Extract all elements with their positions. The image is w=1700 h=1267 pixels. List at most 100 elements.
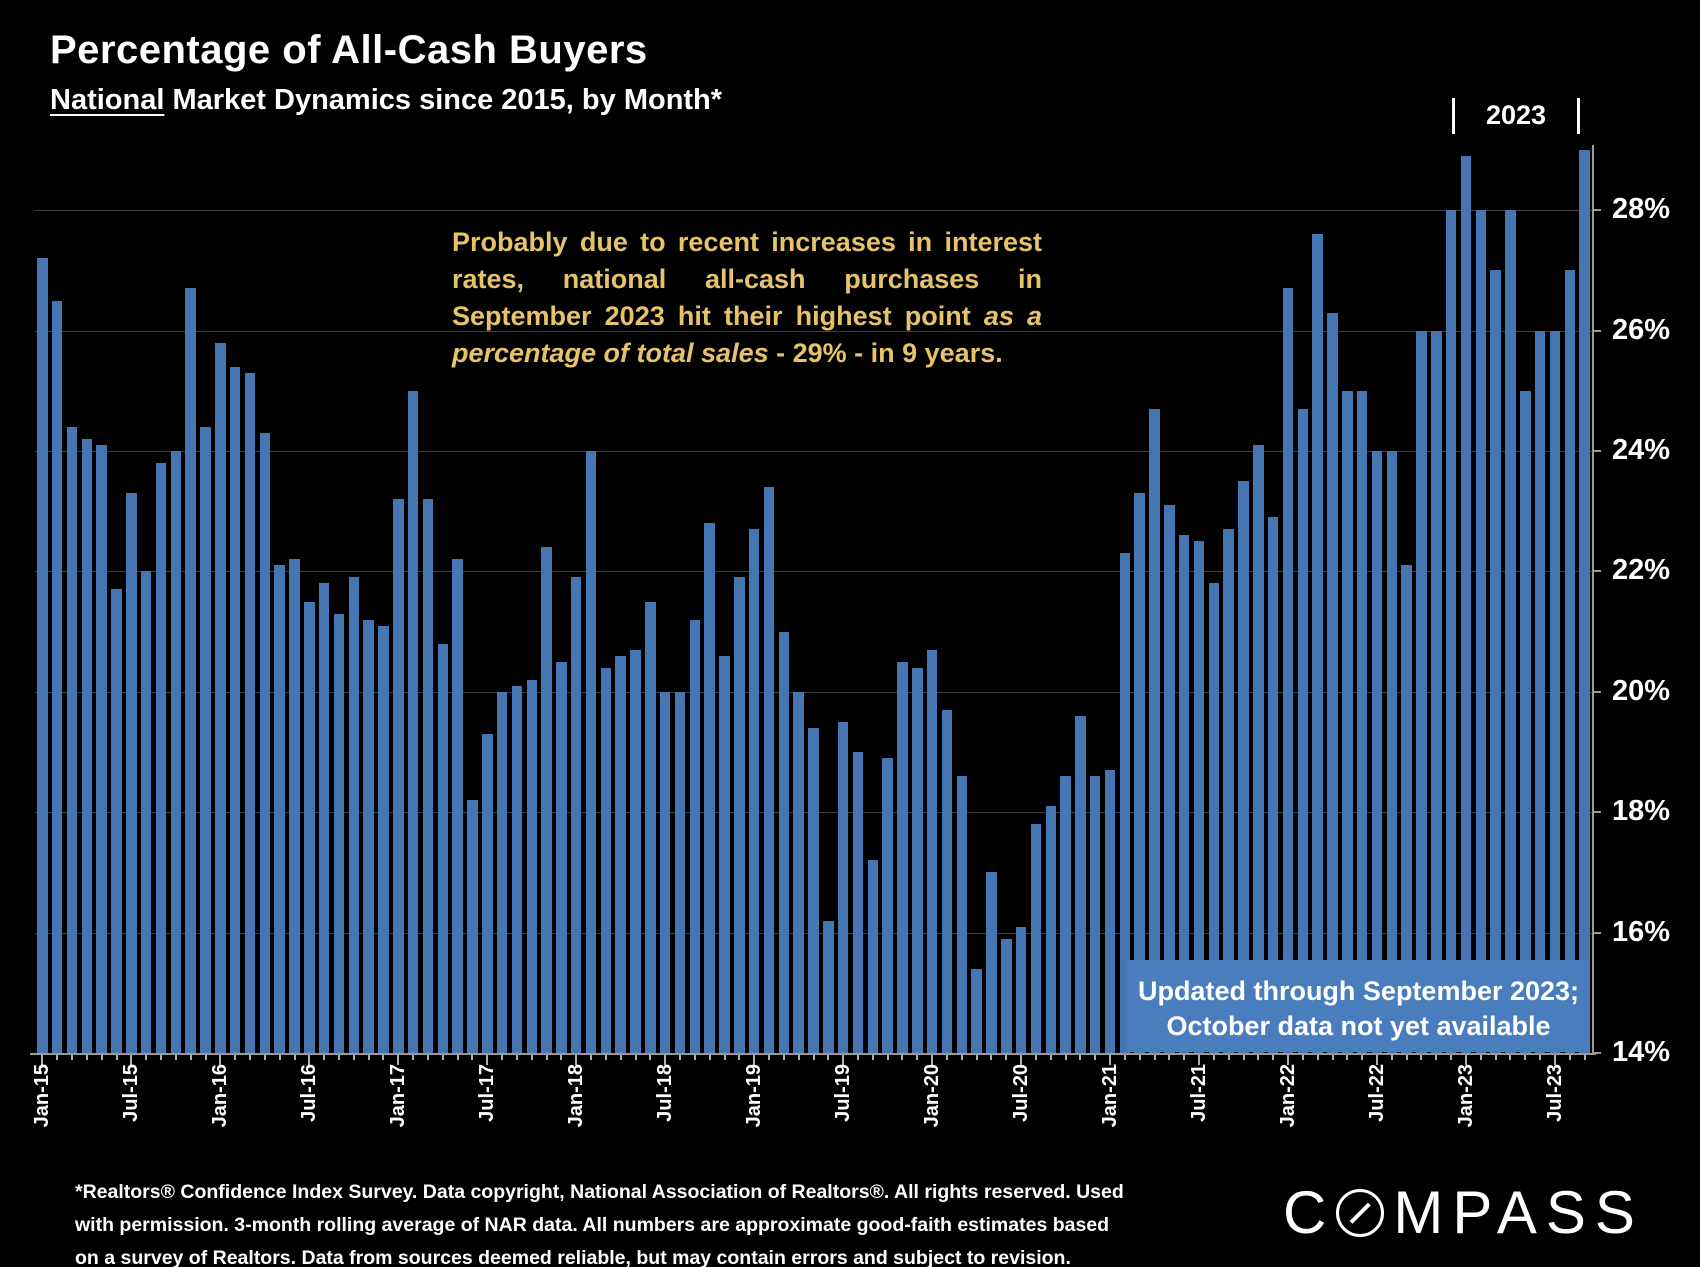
gridline-20% [35, 691, 1592, 693]
x-axis-minor-tick [204, 1055, 207, 1060]
x-axis-minor-tick [160, 1055, 163, 1060]
x-axis-minor-tick [1568, 1055, 1571, 1060]
x-axis-label-Jan-22: Jan-22 [1277, 1064, 1299, 1128]
y-axis-label: 24% [1612, 434, 1671, 466]
bar-Aug-15 [140, 571, 152, 1053]
x-axis-minor-tick [293, 1055, 296, 1060]
bar-Jun-23 [1534, 330, 1546, 1053]
callout-box: Updated through September 2023; October … [1127, 960, 1590, 1052]
bar-Feb-18 [585, 451, 597, 1053]
x-axis-minor-tick [812, 1055, 815, 1060]
x-axis-label-Jul-19: Jul-19 [832, 1064, 855, 1122]
x-axis-minor-tick [1049, 1055, 1052, 1060]
footnote-line: on a survey of Realtors. Data from sourc… [75, 1247, 1071, 1267]
x-axis-minor-tick [85, 1055, 88, 1060]
bar-Feb-15 [51, 300, 63, 1053]
bar-Nov-15 [185, 288, 196, 1053]
x-axis-minor-tick [1420, 1055, 1423, 1060]
bar-Jul-21 [1193, 541, 1205, 1053]
y-axis-label: 18% [1612, 795, 1671, 828]
page-title: Percentage of All-Cash Buyers [50, 28, 648, 72]
bar-Mar-23 [1490, 270, 1501, 1053]
x-axis-minor-tick [856, 1055, 859, 1060]
x-axis-minor-tick [1524, 1055, 1527, 1060]
bar-Nov-16 [363, 619, 374, 1053]
x-axis-major-tick [486, 1055, 489, 1065]
bar-Jul-22 [1371, 451, 1383, 1053]
x-axis-minor-tick [249, 1055, 251, 1060]
bar-Dec-18 [734, 577, 745, 1053]
page-subtitle: National Market Dynamics since 2015, by … [50, 84, 722, 117]
bar-Sep-16 [333, 613, 345, 1053]
x-axis-minor-tick [1227, 1055, 1230, 1060]
x-axis-minor-tick [426, 1055, 429, 1060]
bar-Sep-22 [1401, 565, 1412, 1053]
bar-Jul-17 [482, 733, 493, 1053]
bar-Oct-22 [1416, 330, 1427, 1053]
x-axis-major-tick [1109, 1055, 1112, 1065]
bar-May-19 [808, 727, 819, 1053]
x-axis-minor-tick [1123, 1055, 1126, 1060]
bar-Nov-18 [719, 655, 730, 1053]
bar-Mar-19 [778, 631, 790, 1053]
gridline-26% [35, 330, 1592, 332]
bar-Feb-19 [763, 487, 775, 1053]
x-axis-minor-tick [1494, 1055, 1497, 1060]
compass-needle-o-icon [1336, 1188, 1385, 1237]
bar-Sep-15 [155, 463, 167, 1053]
bar-May-16 [274, 565, 285, 1053]
bar-Nov-21 [1253, 444, 1264, 1053]
x-axis-minor-tick [278, 1055, 281, 1060]
x-axis-label-Jul-20: Jul-20 [1010, 1064, 1033, 1122]
x-axis-minor-tick [1346, 1055, 1349, 1060]
bar-Oct-21 [1238, 481, 1249, 1053]
y-axis-tick [1592, 329, 1601, 332]
bar-Aug-19 [852, 752, 864, 1053]
x-axis-major-tick [1464, 1055, 1467, 1065]
bar-Aug-22 [1386, 451, 1398, 1053]
bar-Oct-18 [704, 523, 715, 1053]
y-axis-label: 28% [1612, 193, 1671, 226]
bar-Aug-21 [1208, 583, 1220, 1053]
x-axis-minor-tick [1212, 1055, 1215, 1060]
bar-Jul-16 [304, 601, 315, 1053]
x-axis-minor-tick [337, 1055, 340, 1060]
bar-Jul-20 [1015, 926, 1027, 1053]
x-axis-minor-tick [441, 1055, 444, 1060]
x-axis-minor-tick [1509, 1055, 1512, 1060]
x-axis-minor-tick [263, 1055, 266, 1060]
x-axis-minor-tick [382, 1055, 385, 1060]
x-axis-minor-tick [1435, 1055, 1438, 1060]
bar-Oct-20 [1060, 776, 1071, 1053]
bar-Feb-21 [1119, 553, 1131, 1053]
bar-Aug-18 [674, 691, 686, 1053]
x-axis-minor-tick [1583, 1055, 1586, 1060]
x-axis-minor-tick [1361, 1055, 1364, 1060]
bar-Mar-21 [1134, 493, 1145, 1053]
x-axis-label-Jan-18: Jan-18 [565, 1064, 588, 1128]
x-axis-label-Jan-19: Jan-19 [743, 1064, 766, 1128]
x-axis-minor-tick [1316, 1055, 1319, 1060]
y-axis-line [1592, 145, 1594, 1053]
bar-Apr-15 [81, 438, 93, 1053]
bar-Mar-18 [600, 667, 612, 1053]
bar-Dec-21 [1267, 517, 1279, 1053]
annotation-tail-text: - 29% - in 9 years. [768, 338, 1003, 368]
bar-Apr-17 [437, 643, 449, 1053]
x-axis-minor-tick [590, 1055, 593, 1060]
bar-Mar-22 [1312, 234, 1323, 1053]
bar-Oct-19 [882, 758, 893, 1053]
x-axis-minor-tick [501, 1055, 504, 1060]
x-axis-minor-tick [723, 1055, 726, 1060]
x-axis-minor-tick [1064, 1055, 1067, 1060]
x-axis-major-tick [931, 1055, 934, 1065]
x-axis-label-Jul-22: Jul-22 [1365, 1064, 1388, 1122]
x-axis-label-Jan-23: Jan-23 [1454, 1064, 1477, 1128]
bar-Apr-22 [1327, 312, 1338, 1053]
year-marker-label: 2023 [1485, 100, 1547, 130]
x-axis-minor-tick [1301, 1055, 1304, 1060]
x-axis-minor-tick [1331, 1055, 1334, 1060]
y-axis-tick [1592, 931, 1601, 934]
bar-Mar-16 [244, 372, 256, 1053]
bar-May-20 [986, 872, 997, 1053]
